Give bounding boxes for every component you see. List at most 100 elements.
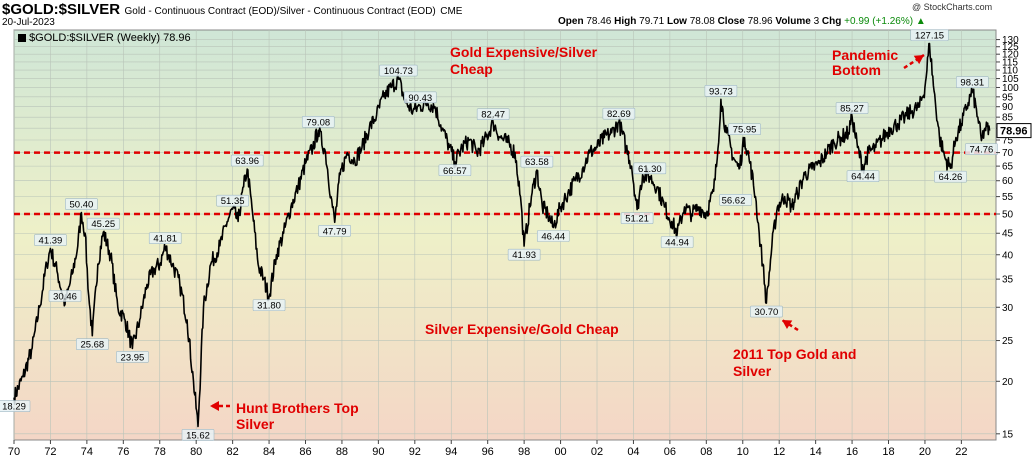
value-label-box [728,123,761,135]
value-label-box [476,108,510,120]
y-tick-label: 130 [1002,35,1019,46]
value-label: 56.62 [722,195,746,206]
value-label: 51.35 [221,196,245,207]
x-tick-label: 84 [263,446,275,458]
value-labels: 18.29 41.39 30.46 50.40 25.68 45.25 23.95 41.81… [0,29,998,441]
annotation-2011-top: Silver [733,363,772,379]
symbol-title: $GOLD:$SILVER [2,1,121,18]
value-label: 64.26 [939,172,963,183]
value-label: 64.44 [851,172,875,183]
y-tick-label: 70 [1002,148,1014,159]
x-tick-label: 08 [700,446,712,458]
value-label-box [34,234,67,246]
value-label: 45.25 [91,219,115,230]
x-tick-label: 06 [664,446,676,458]
chg-label: Chg [821,16,842,27]
price-series-line [13,42,991,428]
x-tick-label: 78 [154,446,166,458]
x-tick-label: 74 [81,446,93,458]
value-label-box [620,212,654,224]
annotation-pandemic-bottom: Bottom [832,62,881,78]
value-label-box [520,155,554,168]
value-label-box [403,91,437,104]
open-value: 78.46 [586,16,612,27]
value-label-box [507,248,541,261]
date-label: 20-Jul-2023 [2,17,55,28]
value-label-box [0,400,31,412]
value-label: 74.76 [970,145,994,156]
legend-label: $GOLD:$SILVER (Weekly) 78.96 [29,32,191,44]
value-label: 85.27 [840,104,864,115]
x-tick-label: 22 [955,446,967,458]
x-tick-label: 02 [591,446,603,458]
y-tick-label: 95 [1002,92,1014,103]
annotation-silver-expensive: Silver Expensive/Gold Cheap [425,321,619,337]
annotation-hunt-brothers: Hunt Brothers Top [236,400,359,416]
value-label: 30.46 [53,291,77,302]
x-tick-label: 86 [299,446,311,458]
y-tick-label: 110 [1002,66,1018,77]
high-label: High [614,16,637,27]
value-label-box [148,232,182,244]
pandemic-arrow-icon-head [913,55,924,65]
y-tick-label: 115 [1002,57,1018,68]
value-label: 15.62 [186,430,210,441]
value-label-box [602,107,636,120]
value-label-box [230,154,264,167]
value-label: 46.44 [541,231,565,242]
value-label: 25.68 [80,340,104,351]
x-tick-label: 94 [445,446,457,458]
value-label: 82.69 [607,109,631,120]
annotation-gold-expensive: Gold Expensive/Silver [450,44,598,60]
value-label: 30.70 [755,307,779,318]
y-tick-label: 90 [1002,102,1014,113]
y-tick-label: 15 [1002,429,1014,440]
hunt-arrow-icon-head [210,401,219,411]
value-label: 41.81 [153,234,177,245]
x-tick-label: 18 [882,446,894,458]
x-tick-label: 80 [190,446,202,458]
volume-label: Volume [775,16,811,27]
value-label: 98.31 [960,78,984,89]
value-label: 51.21 [625,214,649,225]
value-label: 63.96 [235,156,259,167]
value-label-box [934,170,967,183]
x-tick-label: 72 [44,446,56,458]
annotation-pandemic-bottom: Pandemic [832,47,898,63]
y-tick-label: 45 [1002,229,1014,240]
value-label: 44.94 [665,237,689,248]
value-label-box [216,194,249,207]
y-tick-label: 75 [1002,135,1014,146]
value-label-box [633,162,667,175]
close-label: Close [717,16,745,27]
legend: $GOLD:$SILVER (Weekly) 78.96 [18,32,191,44]
y-tick-label: 100 [1002,83,1019,94]
x-tick-label: 88 [336,446,348,458]
x-tick-label: 10 [737,446,749,458]
x-axis: 70 72 74 76 78 80 82 84 86 88 90 92 94 96 98 00 02 04 06 08… [8,440,968,458]
value-label-box [181,429,215,441]
low-label: Low [666,16,687,27]
value-label: 63.58 [525,157,549,168]
value-label-box [846,170,880,182]
x-tick-label: 00 [554,446,566,458]
x-tick-label: 76 [117,446,129,458]
value-label-box [956,76,989,88]
value-label-box [660,236,694,248]
value-label: 47.79 [323,226,347,237]
value-label: 104.73 [384,66,413,77]
high-value: 79.71 [639,16,665,27]
value-label-box [252,299,286,311]
x-tick-label: 92 [409,446,421,458]
y-tick-label: 65 [1002,162,1014,173]
x-tick-label: 90 [372,446,384,458]
value-label: 82.47 [481,110,505,121]
y-tick-label: 50 [1002,210,1014,221]
value-label-box [438,164,472,177]
low-value: 78.08 [689,16,715,27]
annotation-hunt-brothers: Silver [236,416,275,432]
legend-swatch-icon [18,34,26,43]
value-label-box [318,224,351,237]
value-label-box [379,64,418,77]
